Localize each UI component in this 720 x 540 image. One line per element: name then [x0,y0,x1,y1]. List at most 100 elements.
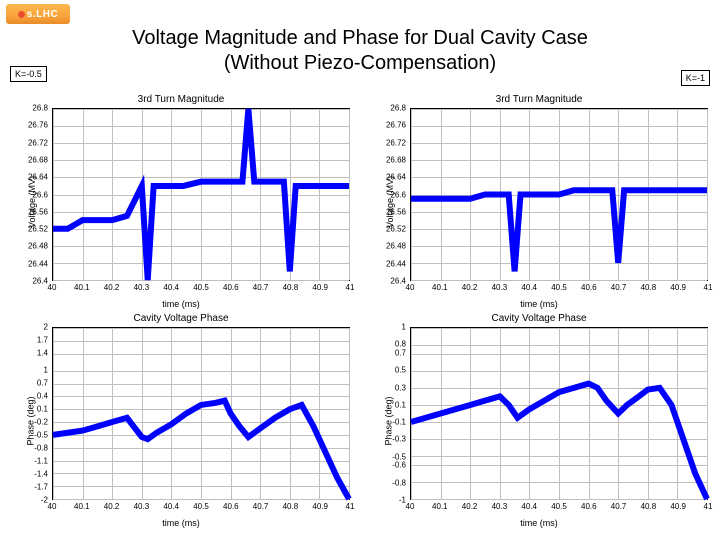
chart-title: Cavity Voltage Phase [6,313,356,324]
y-tick-label: 26.64 [28,173,48,182]
y-ticks: 26.426.4426.4826.5226.5626.626.6426.6826… [364,108,408,281]
x-tick-label: 41 [704,283,713,292]
y-tick-label: -1.7 [34,483,48,492]
x-tick-label: 40.3 [134,502,150,511]
plot-area [410,108,708,281]
x-tick-label: 40 [406,502,415,511]
chart-title: Cavity Voltage Phase [364,313,714,324]
panel-top-left: 3rd Turn MagnitudeVoltage (MV)time (ms)2… [6,94,356,309]
x-tick-label: 40 [48,502,57,511]
y-tick-label: 0.3 [395,383,406,392]
y-tick-label: 26.48 [28,242,48,251]
panel-bottom-right: Cavity Voltage PhasePhase (deg)time (ms)… [364,313,714,528]
y-tick-label: 26.44 [386,259,406,268]
y-tick-label: 26.68 [386,155,406,164]
title-line-1: Voltage Magnitude and Phase for Dual Cav… [132,27,588,49]
y-tick-label: 26.52 [28,225,48,234]
x-tick-label: 40.8 [641,502,657,511]
y-tick-label: 0.1 [37,405,48,414]
series-line [53,109,349,280]
x-tick-label: 40.5 [193,502,209,511]
y-tick-label: 26.52 [386,225,406,234]
y-ticks: 26.426.4426.4826.5226.5626.626.6426.6826… [6,108,50,281]
y-tick-label: 26.56 [28,207,48,216]
y-tick-label: -1.4 [34,470,48,479]
y-tick-label: 26.4 [32,277,48,286]
series-line [411,109,707,280]
x-axis-label: time (ms) [364,299,714,309]
x-tick-label: 40.6 [223,283,239,292]
y-tick-label: 26.6 [32,190,48,199]
logo-dot-icon [18,11,25,18]
x-tick-label: 40.3 [492,502,508,511]
header: Voltage Magnitude and Phase for Dual Cav… [0,26,720,86]
chart-grid: 3rd Turn MagnitudeVoltage (MV)time (ms)2… [0,94,720,534]
y-tick-label: -0.5 [392,452,406,461]
y-tick-label: 26.48 [386,242,406,251]
y-tick-label: 26.8 [32,104,48,113]
x-tick-label: 40.4 [521,502,537,511]
x-tick-label: 40 [48,283,57,292]
x-tick-label: 40.7 [253,502,269,511]
y-tick-label: 1 [402,323,406,332]
y-tick-label: 26.76 [386,121,406,130]
y-tick-label: 0.1 [395,400,406,409]
x-axis-label: time (ms) [6,299,356,309]
x-tick-label: 40.1 [432,502,448,511]
x-tick-label: 40.9 [312,502,328,511]
y-tick-label: -1.1 [34,457,48,466]
x-tick-label: 40.9 [312,283,328,292]
x-tick-label: 40.8 [641,283,657,292]
y-tick-label: 26.56 [386,207,406,216]
x-tick-label: 40.7 [611,502,627,511]
y-tick-label: 26.72 [28,138,48,147]
x-tick-label: 40.9 [670,283,686,292]
y-tick-label: 26.6 [390,190,406,199]
panel-top-right: 3rd Turn MagnitudeVoltage (MV)time (ms)2… [364,94,714,309]
plot-area [410,327,708,500]
x-ticks: 4040.140.240.340.440.540.640.740.840.941 [410,283,708,295]
page-title: Voltage Magnitude and Phase for Dual Cav… [70,26,650,76]
plot-area [52,108,350,281]
x-tick-label: 40.2 [104,283,120,292]
x-tick-label: 40.6 [223,502,239,511]
y-tick-label: 26.44 [28,259,48,268]
x-ticks: 4040.140.240.340.440.540.640.740.840.941 [410,502,708,514]
x-tick-label: 40.5 [551,283,567,292]
x-tick-label: 40.4 [163,283,179,292]
y-tick-label: 26.72 [386,138,406,147]
x-tick-label: 40.1 [74,283,90,292]
x-tick-label: 40.2 [462,502,478,511]
y-tick-label: 26.4 [390,277,406,286]
y-tick-label: 0.8 [395,340,406,349]
x-tick-label: 40.7 [611,283,627,292]
chart-title: 3rd Turn Magnitude [364,94,714,105]
y-tick-label: 26.68 [28,155,48,164]
x-tick-label: 40.9 [670,502,686,511]
y-tick-label: -0.6 [392,461,406,470]
y-tick-label: 0.4 [37,392,48,401]
panel-bottom-left: Cavity Voltage PhasePhase (deg)time (ms)… [6,313,356,528]
x-tick-label: 40.7 [253,283,269,292]
x-tick-label: 40 [406,283,415,292]
x-tick-label: 40.8 [283,283,299,292]
chart-title: 3rd Turn Magnitude [6,94,356,105]
x-axis-label: time (ms) [6,518,356,528]
x-tick-label: 40.6 [581,283,597,292]
x-tick-label: 40.2 [104,502,120,511]
x-tick-label: 41 [346,283,355,292]
x-tick-label: 40.8 [283,502,299,511]
x-tick-label: 40.5 [551,502,567,511]
y-tick-label: 0.7 [37,379,48,388]
y-tick-label: -0.8 [392,478,406,487]
x-tick-label: 40.1 [432,283,448,292]
x-axis-label: time (ms) [364,518,714,528]
y-tick-label: 26.8 [390,104,406,113]
plot-area [52,327,350,500]
y-tick-label: -0.2 [34,418,48,427]
x-tick-label: 40.5 [193,283,209,292]
y-tick-label: 1.7 [37,335,48,344]
y-tick-label: 2 [44,323,48,332]
y-tick-label: -0.3 [392,435,406,444]
series-line [411,328,707,499]
